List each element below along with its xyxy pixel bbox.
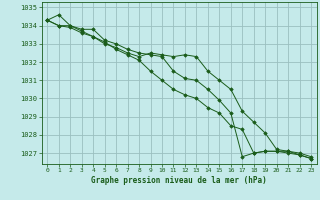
X-axis label: Graphe pression niveau de la mer (hPa): Graphe pression niveau de la mer (hPa) [91,176,267,185]
